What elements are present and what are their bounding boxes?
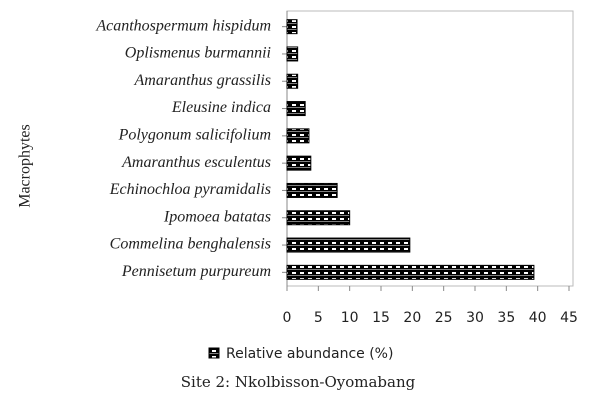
x-tick-label: 30	[466, 310, 484, 326]
y-tick-label: Ipomoea batatas	[163, 208, 271, 225]
y-tick-label: Pennisetum purpureum	[121, 263, 271, 280]
y-tick-label: Amaranthus esculentus	[121, 154, 271, 171]
y-tick-label: Acanthospermum hispidum	[95, 17, 271, 34]
x-tick-label: 10	[341, 310, 359, 326]
bar	[286, 46, 299, 62]
x-tick-label: 20	[403, 310, 421, 326]
bar	[286, 101, 306, 117]
y-tick-label: Oplismenus burmannii	[125, 45, 271, 62]
bar	[286, 19, 298, 35]
y-tick-label: Echinochloa pyramidalis	[109, 181, 271, 198]
bar	[286, 237, 411, 253]
bar	[286, 73, 299, 89]
bar	[286, 182, 338, 198]
bar	[286, 210, 351, 226]
y-tick-label: Amaranthus grassilis	[134, 72, 271, 89]
x-tick-label: 0	[283, 310, 292, 326]
bar	[286, 128, 310, 144]
y-tick-label: Eleusine indica	[171, 99, 271, 116]
y-tick-label: Commelina benghalensis	[110, 236, 271, 253]
y-tick-label: Polygonum salicifolium	[118, 127, 271, 144]
bar	[286, 264, 535, 280]
legend-label: Relative abundance (%)	[226, 346, 393, 362]
y-axis-label: Macrophytes	[17, 124, 34, 208]
chart-title: Site 2: Nkolbisson-Oyomabang	[181, 373, 416, 391]
bar	[286, 155, 312, 171]
legend-swatch	[208, 347, 220, 359]
x-tick-label: 45	[560, 310, 578, 326]
x-tick-label: 15	[372, 310, 390, 326]
x-tick-label: 40	[529, 310, 547, 326]
x-tick-label: 5	[314, 310, 323, 326]
x-tick-label: 25	[435, 310, 453, 326]
x-tick-label: 35	[497, 310, 515, 326]
